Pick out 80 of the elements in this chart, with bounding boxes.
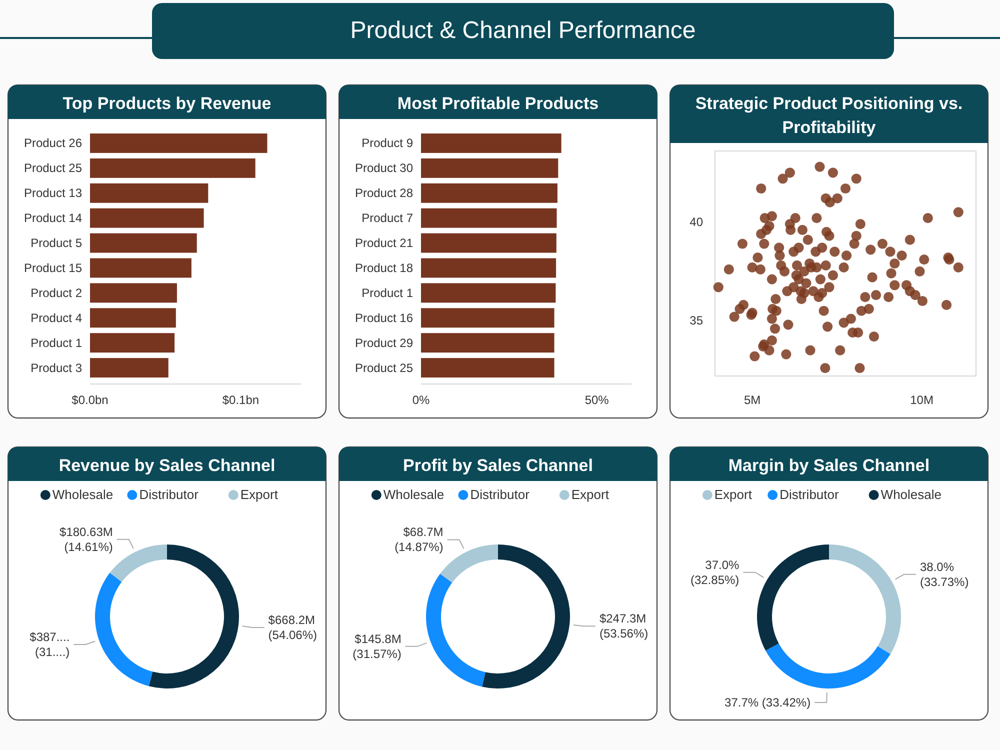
data-label: 37.0% (32.85%) bbox=[690, 558, 740, 587]
bar bbox=[421, 233, 556, 253]
y-tick-label: Product 30 bbox=[354, 161, 414, 176]
bar bbox=[421, 333, 554, 353]
legend-label: Wholesale bbox=[383, 487, 444, 502]
legend-label: Export bbox=[714, 487, 752, 502]
donut-slice bbox=[757, 544, 829, 651]
bar bbox=[90, 183, 208, 203]
y-tick-label: Product 21 bbox=[354, 236, 414, 250]
donut-slice bbox=[95, 572, 153, 686]
chart-title: Margin by Sales Channel bbox=[728, 456, 930, 475]
y-tick-label: Product 1 bbox=[362, 286, 414, 300]
bar bbox=[421, 308, 554, 328]
y-tick-label: Product 25 bbox=[354, 360, 414, 375]
x-tick-label: 5M bbox=[744, 393, 761, 407]
bar bbox=[421, 258, 556, 278]
x-tick-label: 50% bbox=[584, 393, 610, 407]
y-tick-label: Product 4 bbox=[30, 310, 82, 325]
donut-slice bbox=[829, 544, 901, 654]
y-tick-label: Product 29 bbox=[354, 336, 414, 350]
data-label: $180.63M (14.61%) bbox=[60, 524, 113, 554]
bar bbox=[90, 133, 268, 153]
legend-label: Wholesale bbox=[880, 487, 942, 502]
donut-slice bbox=[766, 643, 890, 688]
bar bbox=[421, 183, 558, 203]
y-tick-label: Product 16 bbox=[354, 310, 414, 325]
bar bbox=[90, 158, 256, 178]
chart-title: Strategic Product Positioning vs. Profitability bbox=[695, 94, 963, 137]
donut-slice bbox=[426, 574, 486, 687]
bar bbox=[90, 308, 176, 328]
x-tick-label: 0% bbox=[412, 393, 430, 407]
x-tick-label: 10M bbox=[910, 393, 934, 407]
y-tick-label: Product 15 bbox=[24, 260, 82, 275]
y-tick-label: 40 bbox=[690, 215, 704, 230]
chart-title: Profit by Sales Channel bbox=[403, 456, 593, 475]
chart-title: Most Profitable Products bbox=[397, 94, 599, 113]
y-tick-label: Product 18 bbox=[354, 260, 414, 275]
x-tick-label: $0.0bn bbox=[72, 393, 108, 407]
legend-label: Export bbox=[240, 487, 278, 502]
data-label: 38.0% (33.73%) bbox=[920, 560, 969, 589]
donut-slice bbox=[148, 544, 239, 688]
y-tick-label: Product 13 bbox=[24, 186, 82, 200]
data-label: $145.8M (31.57%) bbox=[352, 632, 402, 661]
data-label: $68.7M (14.87%) bbox=[394, 525, 444, 554]
bar bbox=[421, 358, 554, 378]
bar bbox=[90, 283, 177, 303]
y-tick-label: Product 9 bbox=[362, 136, 414, 150]
bar bbox=[90, 208, 204, 228]
legend-label: Distributor bbox=[139, 487, 200, 502]
y-tick-label: Product 5 bbox=[30, 236, 82, 250]
data-label: $247.3M (53.56%) bbox=[599, 612, 648, 641]
donut-slice bbox=[482, 544, 570, 688]
legend-label: Wholesale bbox=[52, 487, 114, 502]
text: Product & Channel Performance bbox=[350, 17, 696, 44]
bar bbox=[421, 208, 557, 228]
chart-title: Top Products by Revenue bbox=[62, 94, 272, 113]
data-label: 37.7% (33.42%) bbox=[724, 695, 811, 710]
bar bbox=[90, 333, 175, 353]
bar bbox=[421, 158, 558, 178]
bar bbox=[90, 358, 168, 378]
bar bbox=[421, 133, 562, 153]
y-tick-label: Product 2 bbox=[30, 286, 82, 300]
data-label: $668.2M (54.06%) bbox=[268, 612, 318, 642]
bar bbox=[90, 258, 192, 278]
y-tick-label: Product 25 bbox=[24, 161, 82, 176]
legend-label: Distributor bbox=[470, 487, 530, 502]
y-tick-label: Product 1 bbox=[30, 336, 82, 350]
y-tick-label: Product 7 bbox=[362, 211, 414, 226]
legend-label: Distributor bbox=[780, 487, 840, 502]
bar bbox=[421, 283, 556, 303]
bar bbox=[90, 233, 197, 253]
y-tick-label: Product 14 bbox=[24, 211, 82, 226]
legend-label: Export bbox=[571, 487, 610, 502]
chart-title: Revenue by Sales Channel bbox=[58, 456, 276, 475]
y-tick-label: Product 26 bbox=[24, 136, 82, 150]
data-label: $387.... (31....) bbox=[30, 630, 70, 659]
y-tick-label: Product 3 bbox=[30, 360, 82, 375]
y-tick-label: 35 bbox=[690, 314, 704, 328]
x-tick-label: $0.1bn bbox=[222, 393, 260, 407]
y-tick-label: Product 28 bbox=[354, 186, 414, 200]
